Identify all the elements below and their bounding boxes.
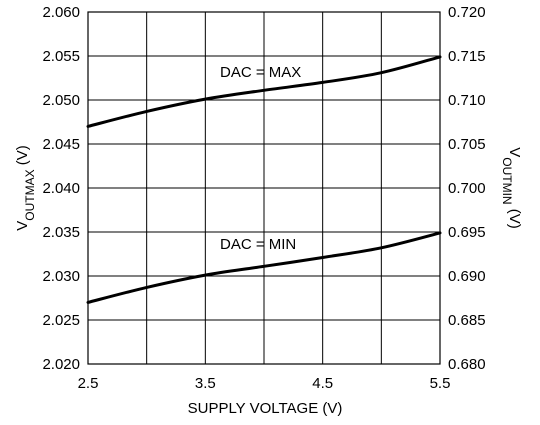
left-axis-title-unit: (V) — [14, 145, 31, 169]
right-tick-label: 0.715 — [448, 48, 486, 65]
left-tick-label: 2.045 — [42, 136, 80, 153]
series-curves — [86, 55, 442, 304]
right-tick-label: 0.705 — [448, 136, 486, 153]
left-tick-label: 2.055 — [42, 48, 80, 65]
horizontal-gridlines — [88, 11, 440, 365]
left-tick-label: 2.040 — [42, 180, 80, 197]
plot-frame — [87, 11, 441, 365]
left-axis-title-sub: OUTMAX — [23, 169, 37, 220]
right-tick-label: 0.700 — [448, 180, 486, 197]
left-tick-label: 2.035 — [42, 224, 80, 241]
left-axis-ticks: 2.020 2.025 2.030 2.035 2.040 2.045 2.050 2.055… — [42, 4, 80, 373]
right-tick-label: 0.690 — [448, 268, 486, 285]
right-axis-title: VOUTMIN (V) — [500, 147, 523, 229]
right-axis-title-unit: (V) — [506, 205, 523, 229]
left-tick-label: 2.020 — [42, 356, 80, 373]
left-tick-label: 2.060 — [42, 4, 80, 21]
x-tick-label: 3.5 — [195, 375, 216, 392]
x-axis-ticks: 2.5 3.5 4.5 5.5 — [78, 375, 451, 392]
x-tick-label: 2.5 — [78, 375, 99, 392]
right-tick-label: 0.685 — [448, 312, 486, 329]
x-tick-label: 4.5 — [312, 375, 333, 392]
left-tick-label: 2.030 — [42, 268, 80, 285]
left-tick-label: 2.025 — [42, 312, 80, 329]
left-tick-label: 2.050 — [42, 92, 80, 109]
right-axis-title-main: V — [506, 147, 523, 157]
series-labels: DAC = MAX DAC = MIN — [220, 64, 301, 253]
right-tick-label: 0.710 — [448, 92, 486, 109]
right-tick-label: 0.695 — [448, 224, 486, 241]
right-axis-ticks: 0.680 0.685 0.690 0.695 0.700 0.705 0.710 0.715… — [448, 4, 486, 373]
dac-max-label: DAC = MAX — [220, 64, 301, 81]
dac-min-label: DAC = MIN — [220, 236, 296, 253]
dac-max-curve — [86, 55, 442, 128]
left-axis-title: VOUTMAX (V) — [14, 145, 37, 231]
x-tick-label: 5.5 — [430, 375, 451, 392]
right-tick-label: 0.680 — [448, 356, 486, 373]
right-axis-title-sub: OUTMIN — [500, 157, 514, 204]
x-axis-title: SUPPLY VOLTAGE (V) — [188, 400, 343, 417]
right-tick-label: 0.720 — [448, 4, 486, 21]
left-axis-title-main: V — [14, 221, 31, 231]
dac-min-curve — [86, 231, 442, 304]
